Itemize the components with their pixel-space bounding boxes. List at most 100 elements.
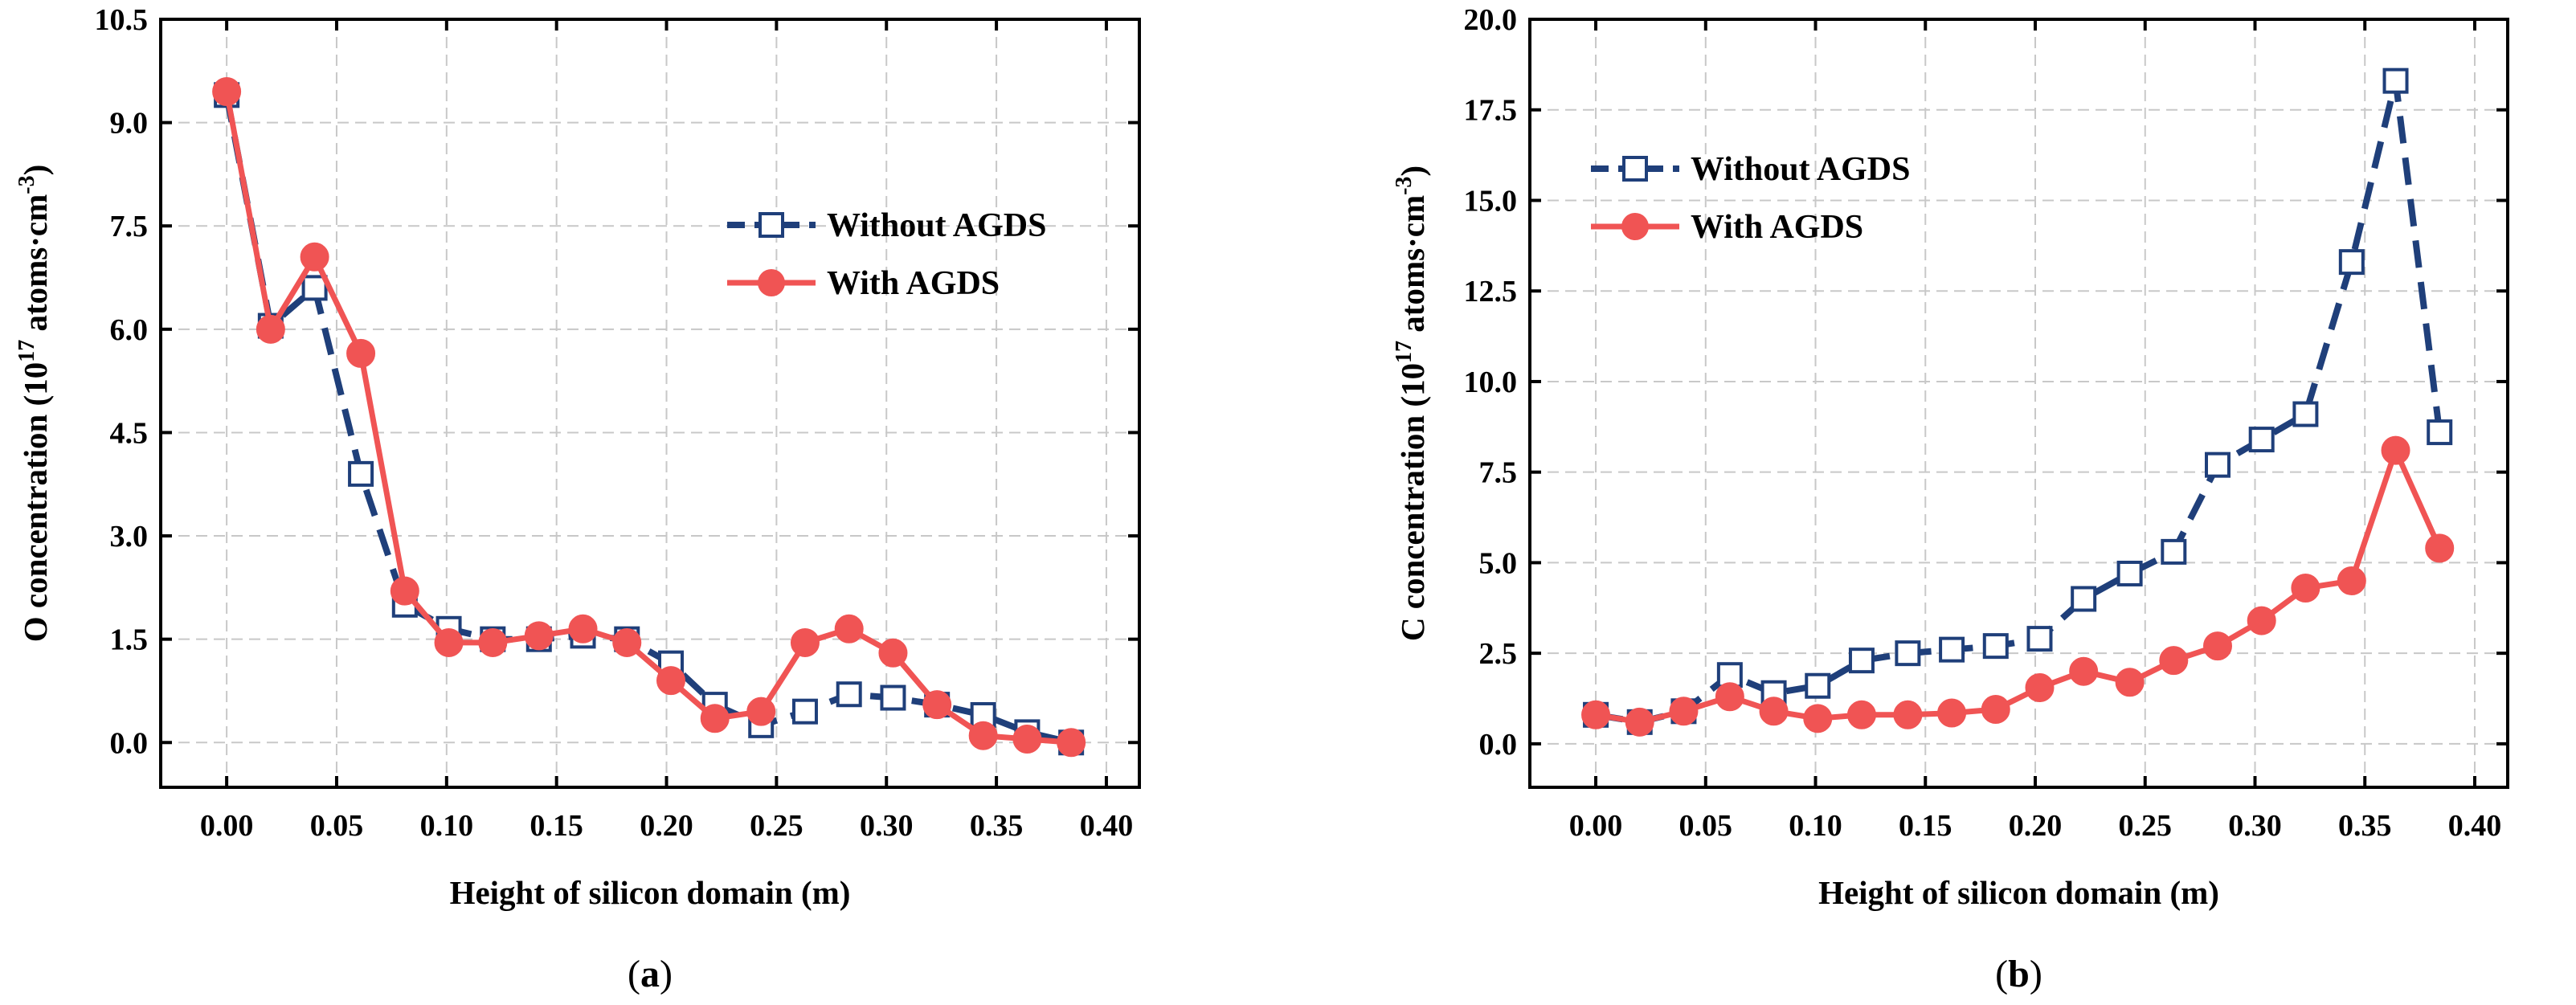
data-point-circle	[1669, 697, 1699, 726]
x-tick-label: 0.20	[2009, 809, 2063, 843]
data-point-circle	[1012, 724, 1042, 754]
legend-marker-circle	[1621, 213, 1649, 240]
x-axis-title: Height of silicon domain (m)	[1818, 874, 2219, 911]
legend: Without AGDS With AGDS	[1591, 151, 1910, 246]
data-point-circle	[834, 614, 864, 643]
data-point-circle	[1846, 700, 1876, 729]
x-tick-label: 0.30	[2228, 809, 2282, 843]
data-point-circle	[612, 627, 642, 657]
data-point-square	[2205, 451, 2231, 478]
data-point-circle	[2115, 668, 2145, 697]
y-tick-label: 7.5	[110, 210, 149, 243]
data-point-circle	[2069, 656, 2099, 686]
y-tick-label: 4.5	[110, 416, 149, 450]
data-point-circle	[1759, 697, 1789, 726]
data-point-circle	[1625, 707, 1654, 737]
x-tick-label: 0.40	[1080, 809, 1134, 843]
data-point-circle	[256, 314, 285, 344]
data-point-square	[2248, 427, 2275, 453]
data-point-square	[1939, 636, 1965, 663]
data-point-circle	[524, 621, 554, 651]
data-point-circle	[2381, 435, 2410, 465]
x-tick-label: 0.05	[1679, 809, 1733, 843]
series-line	[223, 91, 1072, 746]
data-point-square	[1848, 648, 1875, 674]
y-tick-label: 0.0	[110, 726, 149, 760]
x-tick-label: 0.30	[860, 809, 914, 843]
data-point-square	[301, 275, 328, 301]
panel-label: (a)	[628, 953, 673, 995]
y-tick-label: 0.0	[1479, 728, 1518, 762]
data-point-circle	[1057, 728, 1086, 758]
y-tick-label: 10.5	[95, 3, 149, 37]
x-tick-label: 0.05	[310, 809, 364, 843]
series-with-agds	[212, 77, 1086, 758]
legend-label: With AGDS	[827, 265, 1000, 302]
x-tick-label: 0.10	[420, 809, 474, 843]
data-point-circle	[922, 690, 952, 720]
legend-label: With AGDS	[1691, 209, 1863, 246]
data-point-circle	[2247, 606, 2276, 635]
chart-panel-a: 0.00 0.05 0.10 0.15 0.20 0.25 0.30 0.35 0.40 0.0 1…	[14, 3, 1141, 995]
data-point-square	[1805, 672, 1831, 699]
data-point-square	[880, 684, 906, 711]
y-tick-label: 15.0	[1464, 184, 1518, 218]
data-point-square	[2382, 67, 2409, 94]
data-point-square	[2071, 586, 2097, 612]
legend: Without AGDS With AGDS	[727, 207, 1046, 302]
legend-label: Without AGDS	[1691, 151, 1910, 188]
data-point-circle	[700, 704, 730, 733]
data-point-circle	[2291, 573, 2320, 603]
data-point-circle	[2159, 646, 2189, 676]
x-tick-label: 0.25	[750, 809, 803, 843]
data-point-circle	[1981, 695, 2010, 725]
series-without-agds	[214, 82, 1085, 756]
data-point-square	[2338, 249, 2365, 276]
x-tick-label: 0.00	[1569, 809, 1623, 843]
x-tick-label: 0.25	[2119, 809, 2173, 843]
data-point-square	[2116, 560, 2143, 586]
chart-panel-b: 0.00 0.05 0.10 0.15 0.20 0.25 0.30 0.35 0.40 0.0 2…	[1392, 3, 2509, 995]
x-tick-label: 0.35	[2338, 809, 2392, 843]
x-tick-label: 0.15	[1899, 809, 1952, 843]
data-point-circle	[1803, 704, 1833, 733]
data-point-circle	[346, 338, 376, 368]
data-point-circle	[2025, 672, 2055, 702]
data-point-square	[2427, 419, 2453, 446]
y-tick-label: 10.0	[1464, 366, 1518, 399]
data-point-square	[2292, 401, 2319, 427]
data-point-circle	[2425, 533, 2455, 563]
data-point-circle	[1893, 700, 1923, 729]
x-tick-label: 0.15	[530, 809, 583, 843]
data-point-square	[836, 681, 862, 708]
y-axis-title: O concentration (1017 atoms·cm-3)	[14, 165, 54, 642]
data-point-circle	[878, 638, 908, 668]
series-with-agds	[1581, 435, 2455, 737]
data-point-circle	[968, 721, 998, 750]
data-point-square	[791, 698, 818, 725]
y-tick-label: 20.0	[1464, 3, 1518, 37]
data-point-circle	[300, 242, 329, 272]
data-point-square	[1982, 633, 2009, 660]
panel-label: (b)	[1995, 953, 2042, 995]
x-tick-label: 0.40	[2448, 809, 2502, 843]
x-tick-label: 0.35	[970, 809, 1024, 843]
data-point-circle	[656, 666, 686, 696]
legend-marker-square	[1622, 156, 1648, 182]
data-point-circle	[1715, 682, 1744, 712]
y-tick-label: 1.5	[110, 623, 149, 657]
x-tick-label: 0.10	[1789, 809, 1842, 843]
plot-frame	[159, 18, 1141, 789]
y-tick-label: 3.0	[110, 520, 149, 554]
data-point-square	[2026, 626, 2053, 652]
data-point-circle	[434, 627, 464, 657]
data-point-circle	[790, 627, 820, 657]
data-point-circle	[212, 77, 242, 107]
data-point-circle	[1581, 700, 1611, 729]
y-tick-label: 6.0	[110, 313, 149, 347]
legend-marker-circle	[758, 269, 785, 296]
y-tick-label: 9.0	[110, 107, 149, 141]
y-tick-label: 17.5	[1464, 94, 1518, 128]
legend-marker-square	[758, 212, 784, 238]
